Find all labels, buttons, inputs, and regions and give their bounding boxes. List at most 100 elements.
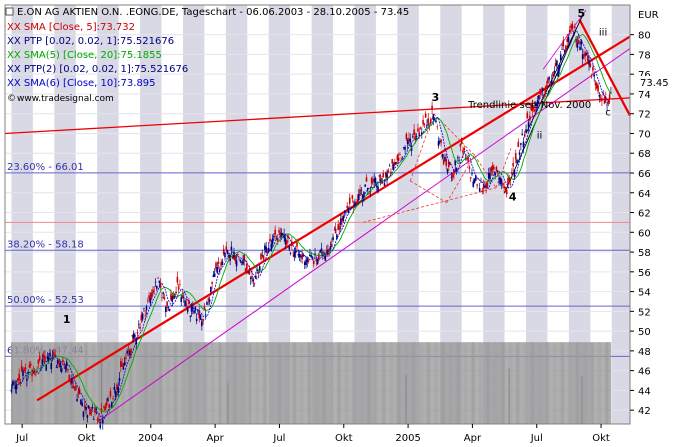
y-tick-label: 44 — [638, 386, 651, 397]
volume-bar — [485, 342, 487, 424]
candle-body — [387, 170, 390, 173]
candle-body — [23, 369, 26, 372]
candle-body — [531, 105, 534, 111]
candle-body — [327, 249, 329, 255]
candle-body — [69, 378, 72, 384]
candle-body — [122, 366, 125, 370]
volume-bar — [528, 342, 530, 424]
candle-body — [128, 350, 131, 355]
volume-bar — [404, 342, 406, 424]
volume-bar — [553, 342, 555, 424]
candle-body — [406, 140, 409, 145]
volume-bar — [545, 342, 547, 424]
volume-bar — [518, 342, 520, 424]
volume-bar — [286, 342, 288, 424]
volume-bar — [148, 342, 150, 424]
volume-bar — [579, 342, 581, 424]
candle-body — [507, 178, 509, 185]
candle-body — [575, 38, 577, 43]
indicator-legend-item: XX PTP(2) [0.02, 0.02, 1]:75.521676 — [7, 64, 188, 75]
candle-body — [384, 172, 387, 178]
volume-bar — [407, 342, 409, 424]
candle-body — [309, 254, 311, 257]
watermark: © www.tradesignal.com — [7, 94, 114, 104]
candle-body — [547, 78, 549, 84]
candle-body — [598, 94, 601, 97]
volume-bar — [362, 342, 364, 424]
volume-bar — [89, 342, 91, 424]
y-tick-label: 54 — [638, 288, 651, 299]
volume-bar — [566, 342, 568, 424]
indicator-legend-item: XX SMA [Close, 5]:73.732 — [7, 22, 135, 33]
shade-band — [440, 5, 462, 424]
volume-bar — [593, 342, 595, 424]
volume-bar — [598, 342, 600, 424]
candle-body — [189, 316, 192, 317]
y-tick-label: 78 — [638, 50, 651, 61]
candle-body — [95, 408, 98, 411]
candle-body — [522, 141, 525, 148]
candle-body — [445, 159, 448, 166]
candle-body — [523, 134, 526, 137]
volume-bar — [33, 342, 35, 424]
candle-body — [212, 274, 215, 278]
candle-body — [348, 197, 351, 204]
volume-bar — [384, 342, 386, 424]
volume-bar — [549, 342, 551, 424]
volume-bar — [482, 342, 484, 424]
candle-body — [324, 255, 327, 261]
chart-annotation: 4 — [509, 191, 517, 204]
candle-body — [357, 194, 360, 201]
candle-body — [486, 182, 489, 187]
candle-body — [527, 122, 530, 128]
candle-body — [211, 281, 213, 284]
volume-bar — [275, 342, 277, 424]
volume-bar — [392, 342, 394, 424]
volume-bar — [400, 342, 402, 424]
volume-bar — [523, 342, 525, 424]
volume-bar — [215, 342, 217, 424]
candle-body — [202, 318, 204, 322]
candle-body — [166, 301, 168, 307]
volume-bar — [257, 342, 259, 424]
volume-bar — [249, 342, 250, 424]
candle-body — [393, 162, 396, 166]
volume-bar — [470, 342, 472, 424]
candle-body — [341, 218, 343, 222]
candle-body — [460, 137, 463, 144]
candle-body — [607, 99, 610, 104]
candle-body — [228, 254, 230, 259]
volume-bar — [205, 342, 206, 424]
volume-bar — [141, 342, 143, 424]
candle-body — [449, 162, 451, 164]
volume-bar — [540, 342, 542, 424]
candle-body — [195, 318, 198, 322]
candle-body — [544, 88, 547, 95]
volume-bar — [416, 342, 418, 424]
candle-body — [312, 260, 315, 265]
volume-bar — [57, 342, 59, 424]
candle-body — [485, 183, 487, 189]
volume-bar — [259, 342, 261, 424]
volume-bar — [217, 342, 219, 424]
volume-bar — [150, 342, 152, 424]
candle-body — [372, 181, 374, 183]
volume-bar — [30, 342, 32, 424]
volume-bar — [512, 342, 514, 424]
candle-body — [338, 226, 341, 229]
volume-bar — [213, 342, 215, 424]
volume-bar — [554, 342, 556, 424]
candle-body — [96, 418, 99, 421]
candle-body — [549, 83, 552, 84]
candle-body — [104, 407, 107, 411]
volume-bar — [565, 342, 567, 424]
volume-bar — [510, 342, 512, 424]
candle-body — [38, 356, 41, 360]
candle-body — [422, 120, 424, 125]
candle-body — [24, 367, 27, 370]
candle-body — [89, 409, 91, 415]
volume-bar — [162, 342, 164, 424]
candle-body — [18, 373, 20, 381]
candle-body — [590, 76, 593, 78]
candle-body — [588, 60, 590, 65]
